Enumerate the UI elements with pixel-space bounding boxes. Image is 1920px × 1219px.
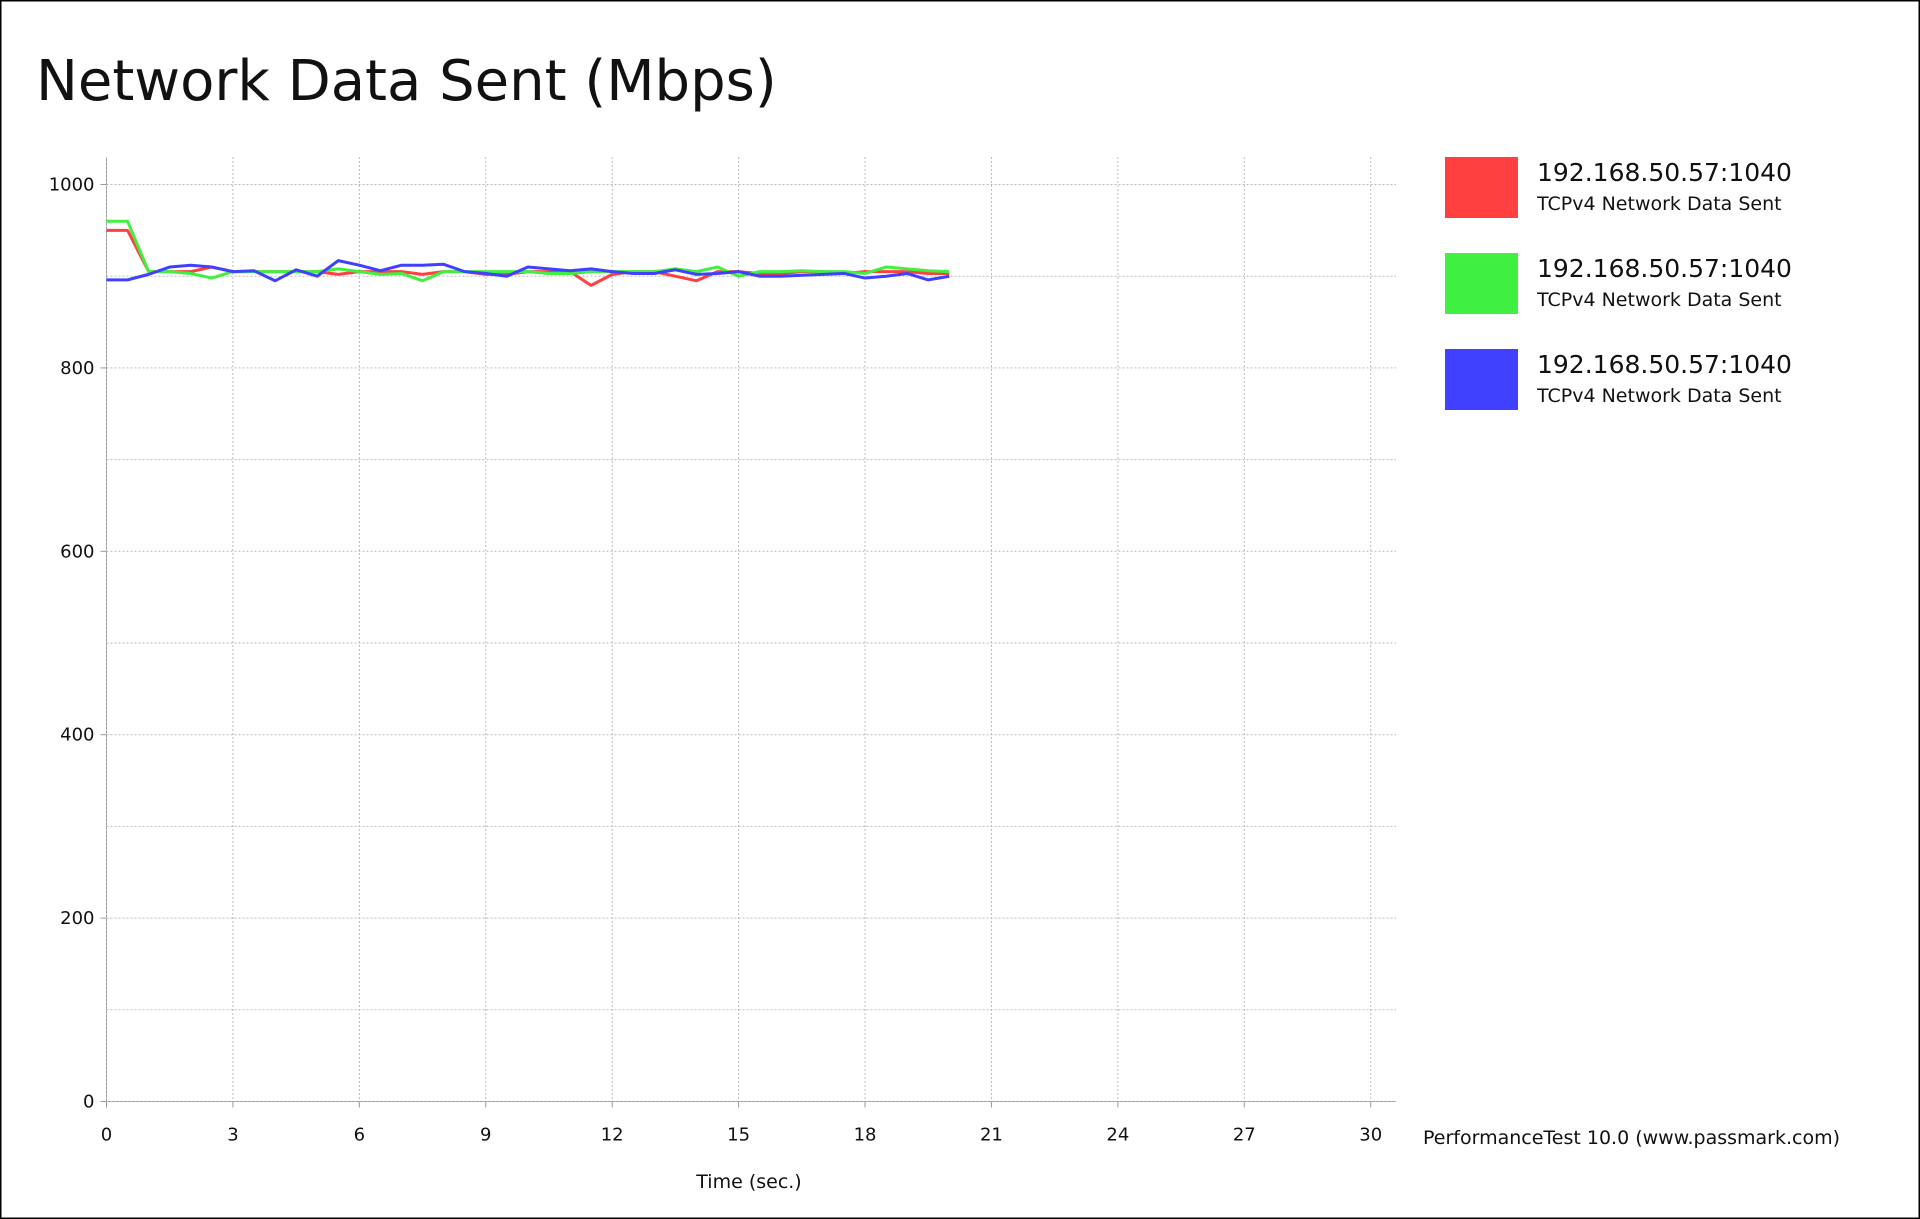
x-tick-label: 21 (980, 1125, 1003, 1146)
x-tick-label: 18 (854, 1125, 877, 1146)
y-tick-label: 200 (60, 908, 94, 929)
x-axis-title: Time (sec.) (695, 1171, 801, 1193)
legend-description: TCPv4 Network Data Sent (1536, 193, 1782, 215)
legend-swatch (1445, 349, 1518, 410)
x-tick-label: 9 (480, 1125, 491, 1146)
y-tick-label: 0 (83, 1092, 94, 1113)
legend-swatch (1445, 253, 1518, 314)
x-tick-label: 27 (1233, 1125, 1256, 1146)
chart-title: Network Data Sent (Mbps) (36, 49, 777, 114)
legend-description: TCPv4 Network Data Sent (1536, 385, 1782, 407)
x-tick-label: 15 (727, 1125, 750, 1146)
legend-swatch (1445, 157, 1518, 218)
legend-label: 192.168.50.57:1040 (1537, 254, 1792, 283)
x-tick-label: 3 (227, 1125, 238, 1146)
y-tick-label: 1000 (49, 175, 95, 196)
legend-label: 192.168.50.57:1040 (1537, 350, 1792, 379)
legend-description: TCPv4 Network Data Sent (1536, 289, 1782, 311)
footer: PerformanceTest 10.0 (www.passmark.com) (1423, 1127, 1840, 1149)
x-tick-label: 6 (354, 1125, 365, 1146)
x-tick-label: 30 (1359, 1125, 1382, 1146)
y-tick-label: 600 (60, 541, 94, 562)
y-tick-label: 800 (60, 358, 94, 379)
series-line (106, 259, 950, 283)
legend-label: 192.168.50.57:1040 (1537, 158, 1792, 187)
x-tick-label: 12 (601, 1125, 624, 1146)
x-tick-label: 0 (101, 1125, 112, 1146)
y-tick-label: 400 (60, 725, 94, 746)
x-tick-label: 24 (1106, 1125, 1129, 1146)
